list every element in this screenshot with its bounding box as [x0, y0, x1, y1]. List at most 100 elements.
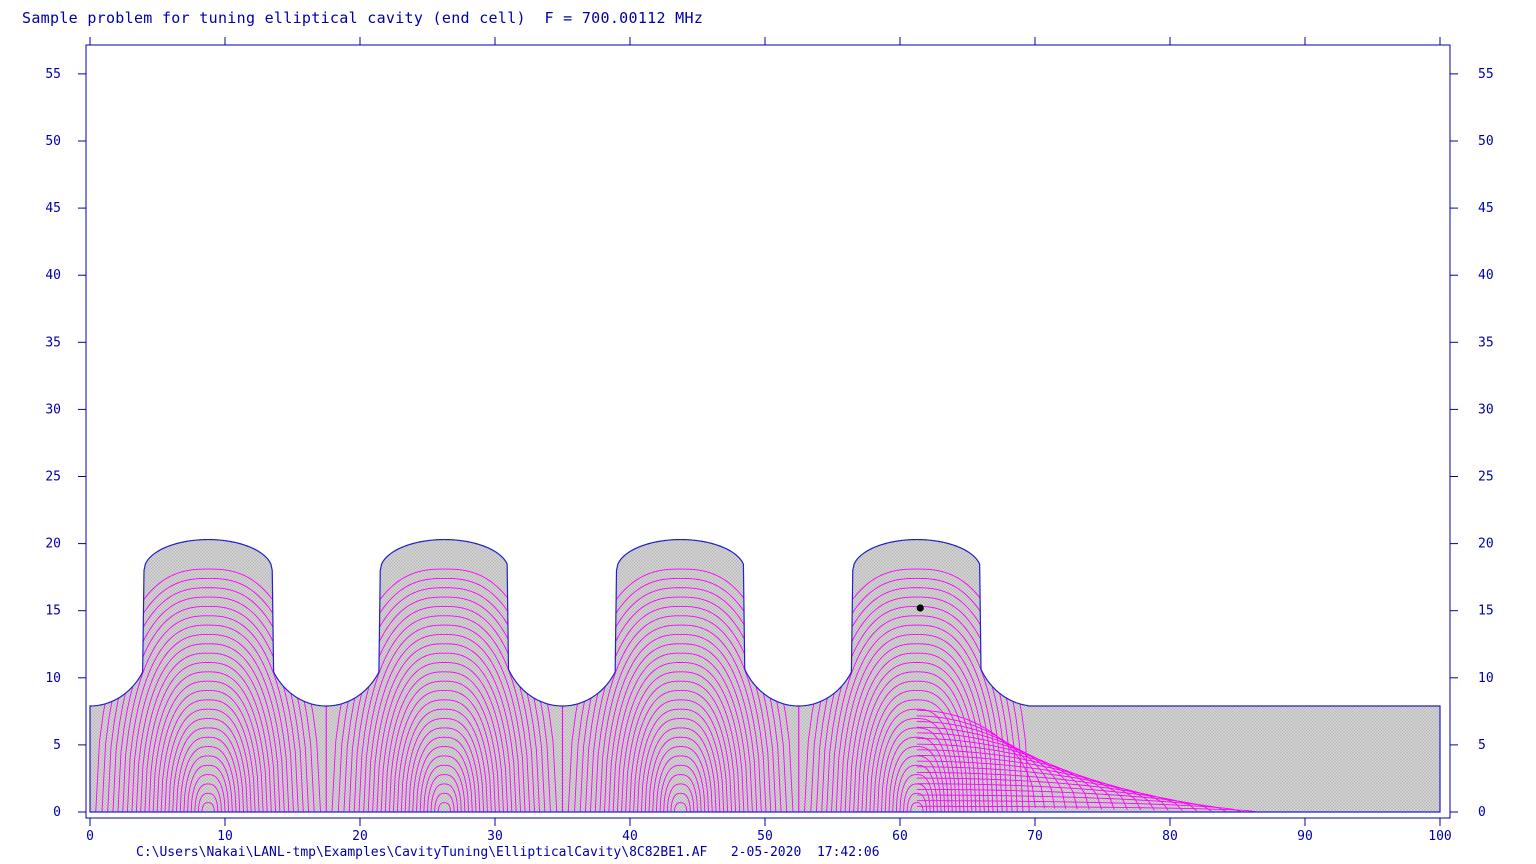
field-line [603, 634, 758, 812]
y-tick-label-left: 10 [45, 671, 61, 686]
field-line [164, 708, 252, 812]
field-line [152, 680, 264, 812]
field-line-beampipe [916, 760, 1142, 811]
field-line-beampipe [916, 788, 1212, 812]
field-line [663, 774, 698, 812]
marker-point [916, 604, 924, 612]
y-tick-label-right: 10 [1478, 671, 1494, 686]
field-line [857, 671, 977, 812]
y-tick-label-right: 5 [1478, 738, 1486, 753]
field-line [183, 755, 233, 812]
field-line-beampipe [916, 721, 1056, 809]
y-tick-label-left: 15 [45, 604, 61, 619]
field-line [869, 699, 965, 812]
y-tick-label-left: 5 [53, 738, 61, 753]
field-line [848, 652, 985, 812]
field-line-beampipe [916, 738, 1090, 810]
y-tick-label-right: 30 [1478, 402, 1494, 417]
field-line [637, 708, 725, 812]
x-tick-label: 40 [622, 829, 638, 844]
field-line [861, 680, 973, 812]
field-line [358, 615, 531, 812]
field-line [826, 605, 1008, 812]
field-line [599, 624, 762, 812]
field-line [625, 680, 737, 812]
y-tick-label-left: 50 [45, 134, 61, 149]
x-tick-label: 20 [352, 829, 368, 844]
field-line [673, 802, 688, 812]
field-line [412, 736, 477, 812]
field-line [190, 774, 226, 812]
field-line [831, 615, 1003, 812]
y-tick-label-left: 0 [53, 805, 61, 820]
field-line [652, 746, 709, 812]
y-tick-label-right: 40 [1478, 268, 1494, 283]
field-line [644, 727, 717, 812]
field-line [840, 634, 994, 812]
field-line [419, 755, 470, 812]
field-line [884, 736, 949, 812]
field-line [380, 662, 509, 812]
field-line [144, 662, 272, 812]
field-line [148, 671, 268, 812]
field-line [594, 615, 767, 812]
footer-date: 2-05-2020 [730, 845, 802, 860]
field-line [140, 652, 277, 812]
field-line [670, 792, 691, 812]
y-tick-label-left: 35 [45, 335, 61, 350]
field-line [877, 718, 957, 812]
field-line [590, 605, 772, 812]
field-line-beampipe [916, 715, 1046, 809]
x-tick-label: 90 [1297, 829, 1313, 844]
field-line [844, 643, 990, 812]
field-line [367, 634, 522, 812]
field-line [363, 624, 526, 812]
field-line [372, 643, 517, 812]
x-tick-label: 60 [892, 829, 908, 844]
x-tick-label: 80 [1162, 829, 1178, 844]
y-tick-label-right: 0 [1478, 805, 1486, 820]
field-line [396, 699, 492, 812]
field-line [392, 690, 496, 812]
field-line-beampipe [916, 766, 1155, 811]
field-line [423, 764, 466, 812]
field-line [126, 624, 290, 812]
field-line [430, 783, 459, 812]
field-line-beampipe [916, 794, 1227, 812]
field-line [172, 727, 244, 812]
field-line [376, 652, 513, 812]
file-path-footer: C:\Users\Nakai\LANL-tmp\Examples\CavityT… [136, 845, 880, 860]
field-line [388, 680, 500, 812]
field-line [640, 718, 721, 812]
x-tick-label: 70 [1027, 829, 1043, 844]
y-tick-label-right: 20 [1478, 537, 1494, 552]
field-line [353, 605, 535, 812]
field-line [434, 792, 455, 812]
x-tick-label: 0 [86, 829, 94, 844]
y-tick-label-right: 55 [1478, 67, 1494, 82]
field-line [621, 671, 741, 812]
field-line-beampipe [916, 732, 1078, 810]
x-tick-label: 100 [1428, 829, 1451, 844]
field-line [400, 708, 488, 812]
x-tick-label: 30 [487, 829, 503, 844]
field-line-beampipe [916, 709, 1036, 809]
y-tick-label-right: 25 [1478, 470, 1494, 485]
field-line [187, 764, 230, 812]
y-tick-label-left: 25 [45, 470, 61, 485]
field-line [616, 662, 745, 812]
y-tick-label-right: 15 [1478, 604, 1494, 619]
field-line [404, 718, 485, 812]
field-line [629, 690, 733, 812]
field-line [201, 802, 215, 812]
field-line [197, 792, 219, 812]
field-line [179, 746, 237, 812]
field-line [384, 671, 504, 812]
field-line-beampipe [916, 726, 1067, 809]
y-tick-label-right: 35 [1478, 335, 1494, 350]
footer-time: 17:42:06 [816, 845, 880, 860]
field-line-beampipe [916, 805, 1257, 812]
plot-title: Sample problem for tuning elliptical cav… [22, 9, 704, 27]
field-line [160, 699, 256, 812]
